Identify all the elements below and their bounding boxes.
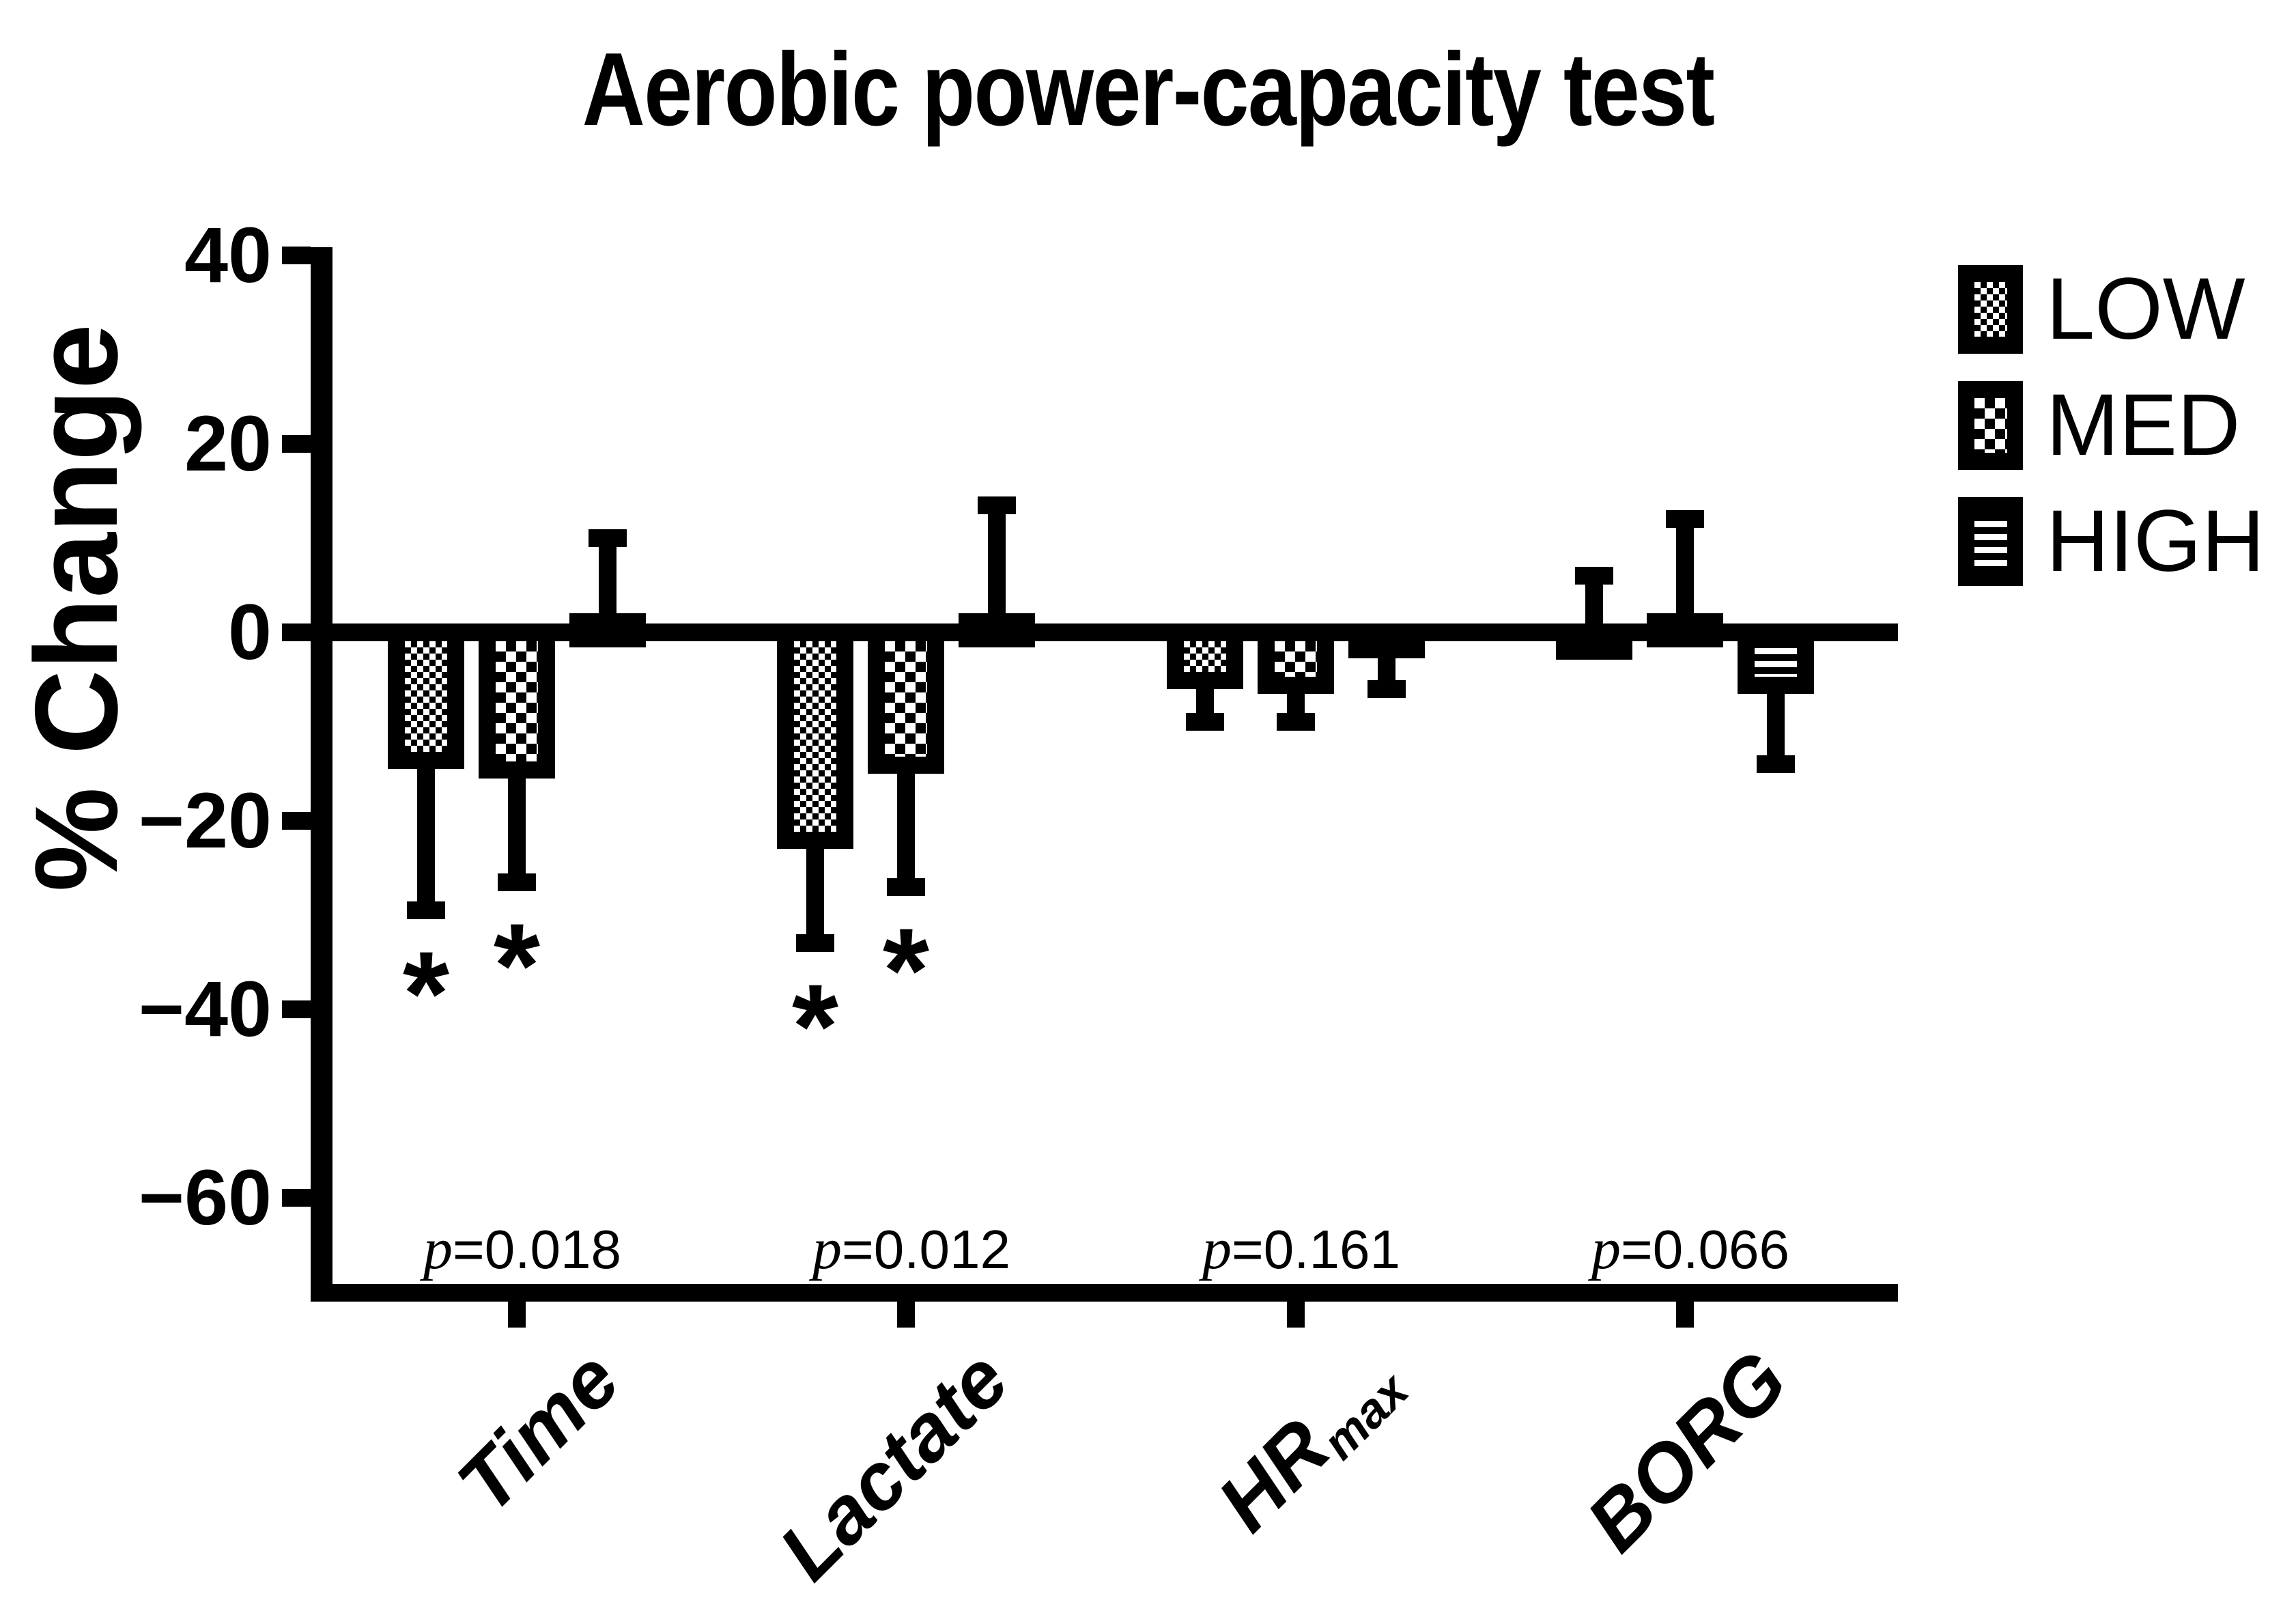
bar-BORG-HIGH <box>1738 624 1814 694</box>
error-cap-Lactate-LOW <box>796 934 834 953</box>
y-tick <box>282 247 311 264</box>
p-value-HRmax: p=0.161 <box>1202 1216 1400 1281</box>
legend-row-LOW: LOW <box>1958 265 2265 354</box>
legend-label: LOW <box>2046 260 2245 358</box>
bar-HRmax-LOW <box>1167 624 1243 689</box>
significance-asterisk-Lactate-LOW: * <box>791 960 839 1094</box>
error-cap-HRmax-MED <box>1277 713 1315 731</box>
bar-Time-HIGH <box>569 613 646 648</box>
error-cap-BORG-MED <box>1666 510 1704 529</box>
y-tick-label: −60 <box>138 1154 272 1242</box>
error-cap-Time-LOW <box>407 901 445 920</box>
x-axis-line <box>311 1284 1898 1302</box>
p-value-Time: p=0.018 <box>423 1216 621 1281</box>
bar-Lactate-HIGH <box>959 613 1035 648</box>
error-cap-HRmax-HIGH <box>1367 679 1406 698</box>
error-cap-BORG-LOW <box>1575 567 1613 585</box>
legend-swatch-fine-checkerboard-icon <box>1958 265 2023 354</box>
legend-label: MED <box>2046 376 2241 474</box>
x-tick <box>1676 1302 1694 1328</box>
chart-title: Aerobic power-capacity test <box>582 31 1715 148</box>
error-cap-BORG-HIGH <box>1757 755 1795 774</box>
error-bar-BORG-MED <box>1676 519 1694 623</box>
bar-HRmax-MED <box>1258 624 1334 694</box>
p-value-BORG: p=0.066 <box>1591 1216 1789 1281</box>
error-cap-Lactate-HIGH <box>978 496 1016 514</box>
y-tick-label: 40 <box>184 212 272 299</box>
y-tick <box>282 812 311 830</box>
error-bar-Time-HIGH <box>599 538 616 623</box>
error-cap-Lactate-MED <box>887 878 925 896</box>
bar-Time-MED <box>479 624 555 779</box>
legend-swatch-pattern <box>1974 514 2007 569</box>
p-value-Lactate: p=0.012 <box>812 1216 1010 1281</box>
significance-asterisk-Time-MED: * <box>493 899 541 1033</box>
legend-swatch-coarse-checkerboard-icon <box>1958 381 2023 470</box>
y-tick <box>282 623 311 641</box>
error-cap-Time-HIGH <box>589 529 627 547</box>
bar-Lactate-MED <box>868 624 944 774</box>
error-cap-Time-MED <box>498 873 536 891</box>
x-category-label-Lactate: Lactate <box>762 1334 1025 1597</box>
significance-asterisk-Time-LOW: * <box>402 927 450 1061</box>
error-bar-Lactate-MED <box>897 765 915 887</box>
y-tick-label: 0 <box>228 589 272 676</box>
legend: LOW MED HIGH <box>1958 265 2265 613</box>
error-bar-BORG-LOW <box>1585 576 1603 635</box>
error-bar-Lactate-LOW <box>806 840 824 944</box>
legend-row-MED: MED <box>1958 381 2265 470</box>
legend-row-HIGH: HIGH <box>1958 497 2265 586</box>
bar-Time-LOW <box>388 624 464 770</box>
significance-asterisk-Lactate-MED: * <box>882 903 930 1037</box>
x-category-label-BORG: BORG <box>1570 1334 1804 1569</box>
legend-swatch-pattern <box>1974 282 2007 337</box>
x-category-label-HRmax: HRmax <box>1200 1363 1419 1549</box>
y-tick <box>282 1189 311 1207</box>
x-tick <box>897 1302 915 1328</box>
y-tick-label: −40 <box>138 966 272 1053</box>
error-cap-HRmax-LOW <box>1186 713 1224 731</box>
y-axis-line <box>311 247 332 1302</box>
y-tick <box>282 435 311 453</box>
x-category-label-Time: Time <box>440 1334 636 1530</box>
x-tick <box>508 1302 526 1328</box>
legend-swatch-pattern <box>1974 398 2007 453</box>
error-bar-Time-LOW <box>417 760 435 911</box>
legend-label: HIGH <box>2046 492 2265 590</box>
error-bar-BORG-HIGH <box>1767 684 1785 765</box>
x-tick <box>1287 1302 1305 1328</box>
bar-BORG-LOW <box>1556 626 1632 660</box>
y-tick-label: 20 <box>184 400 272 488</box>
y-tick <box>282 1000 311 1018</box>
y-tick-label: −20 <box>138 777 272 865</box>
error-bar-Lactate-HIGH <box>988 505 1006 623</box>
legend-swatch-horizontal-stripes-icon <box>1958 497 2023 586</box>
error-bar-Time-MED <box>508 769 526 882</box>
bar-Lactate-LOW <box>777 624 853 850</box>
